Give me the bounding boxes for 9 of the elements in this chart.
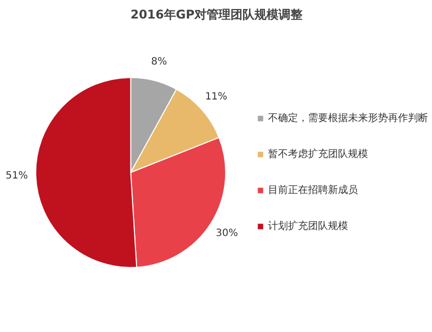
data-label: 30% [216, 228, 238, 240]
data-label: 11% [205, 92, 228, 103]
data-label: 51% [6, 170, 28, 182]
legend-label: 计划扩充团队规模 [268, 220, 348, 233]
legend-label: 暂不考虑扩充团队规模 [268, 148, 368, 161]
chart-title: 2016年GP对管理团队规模调整 [130, 8, 304, 22]
legend-label: 不确定，需要根据未来形势再作判断 [268, 112, 428, 125]
data-label: 8% [151, 56, 167, 68]
legend-label: 目前正在招聘新成员 [268, 184, 358, 197]
